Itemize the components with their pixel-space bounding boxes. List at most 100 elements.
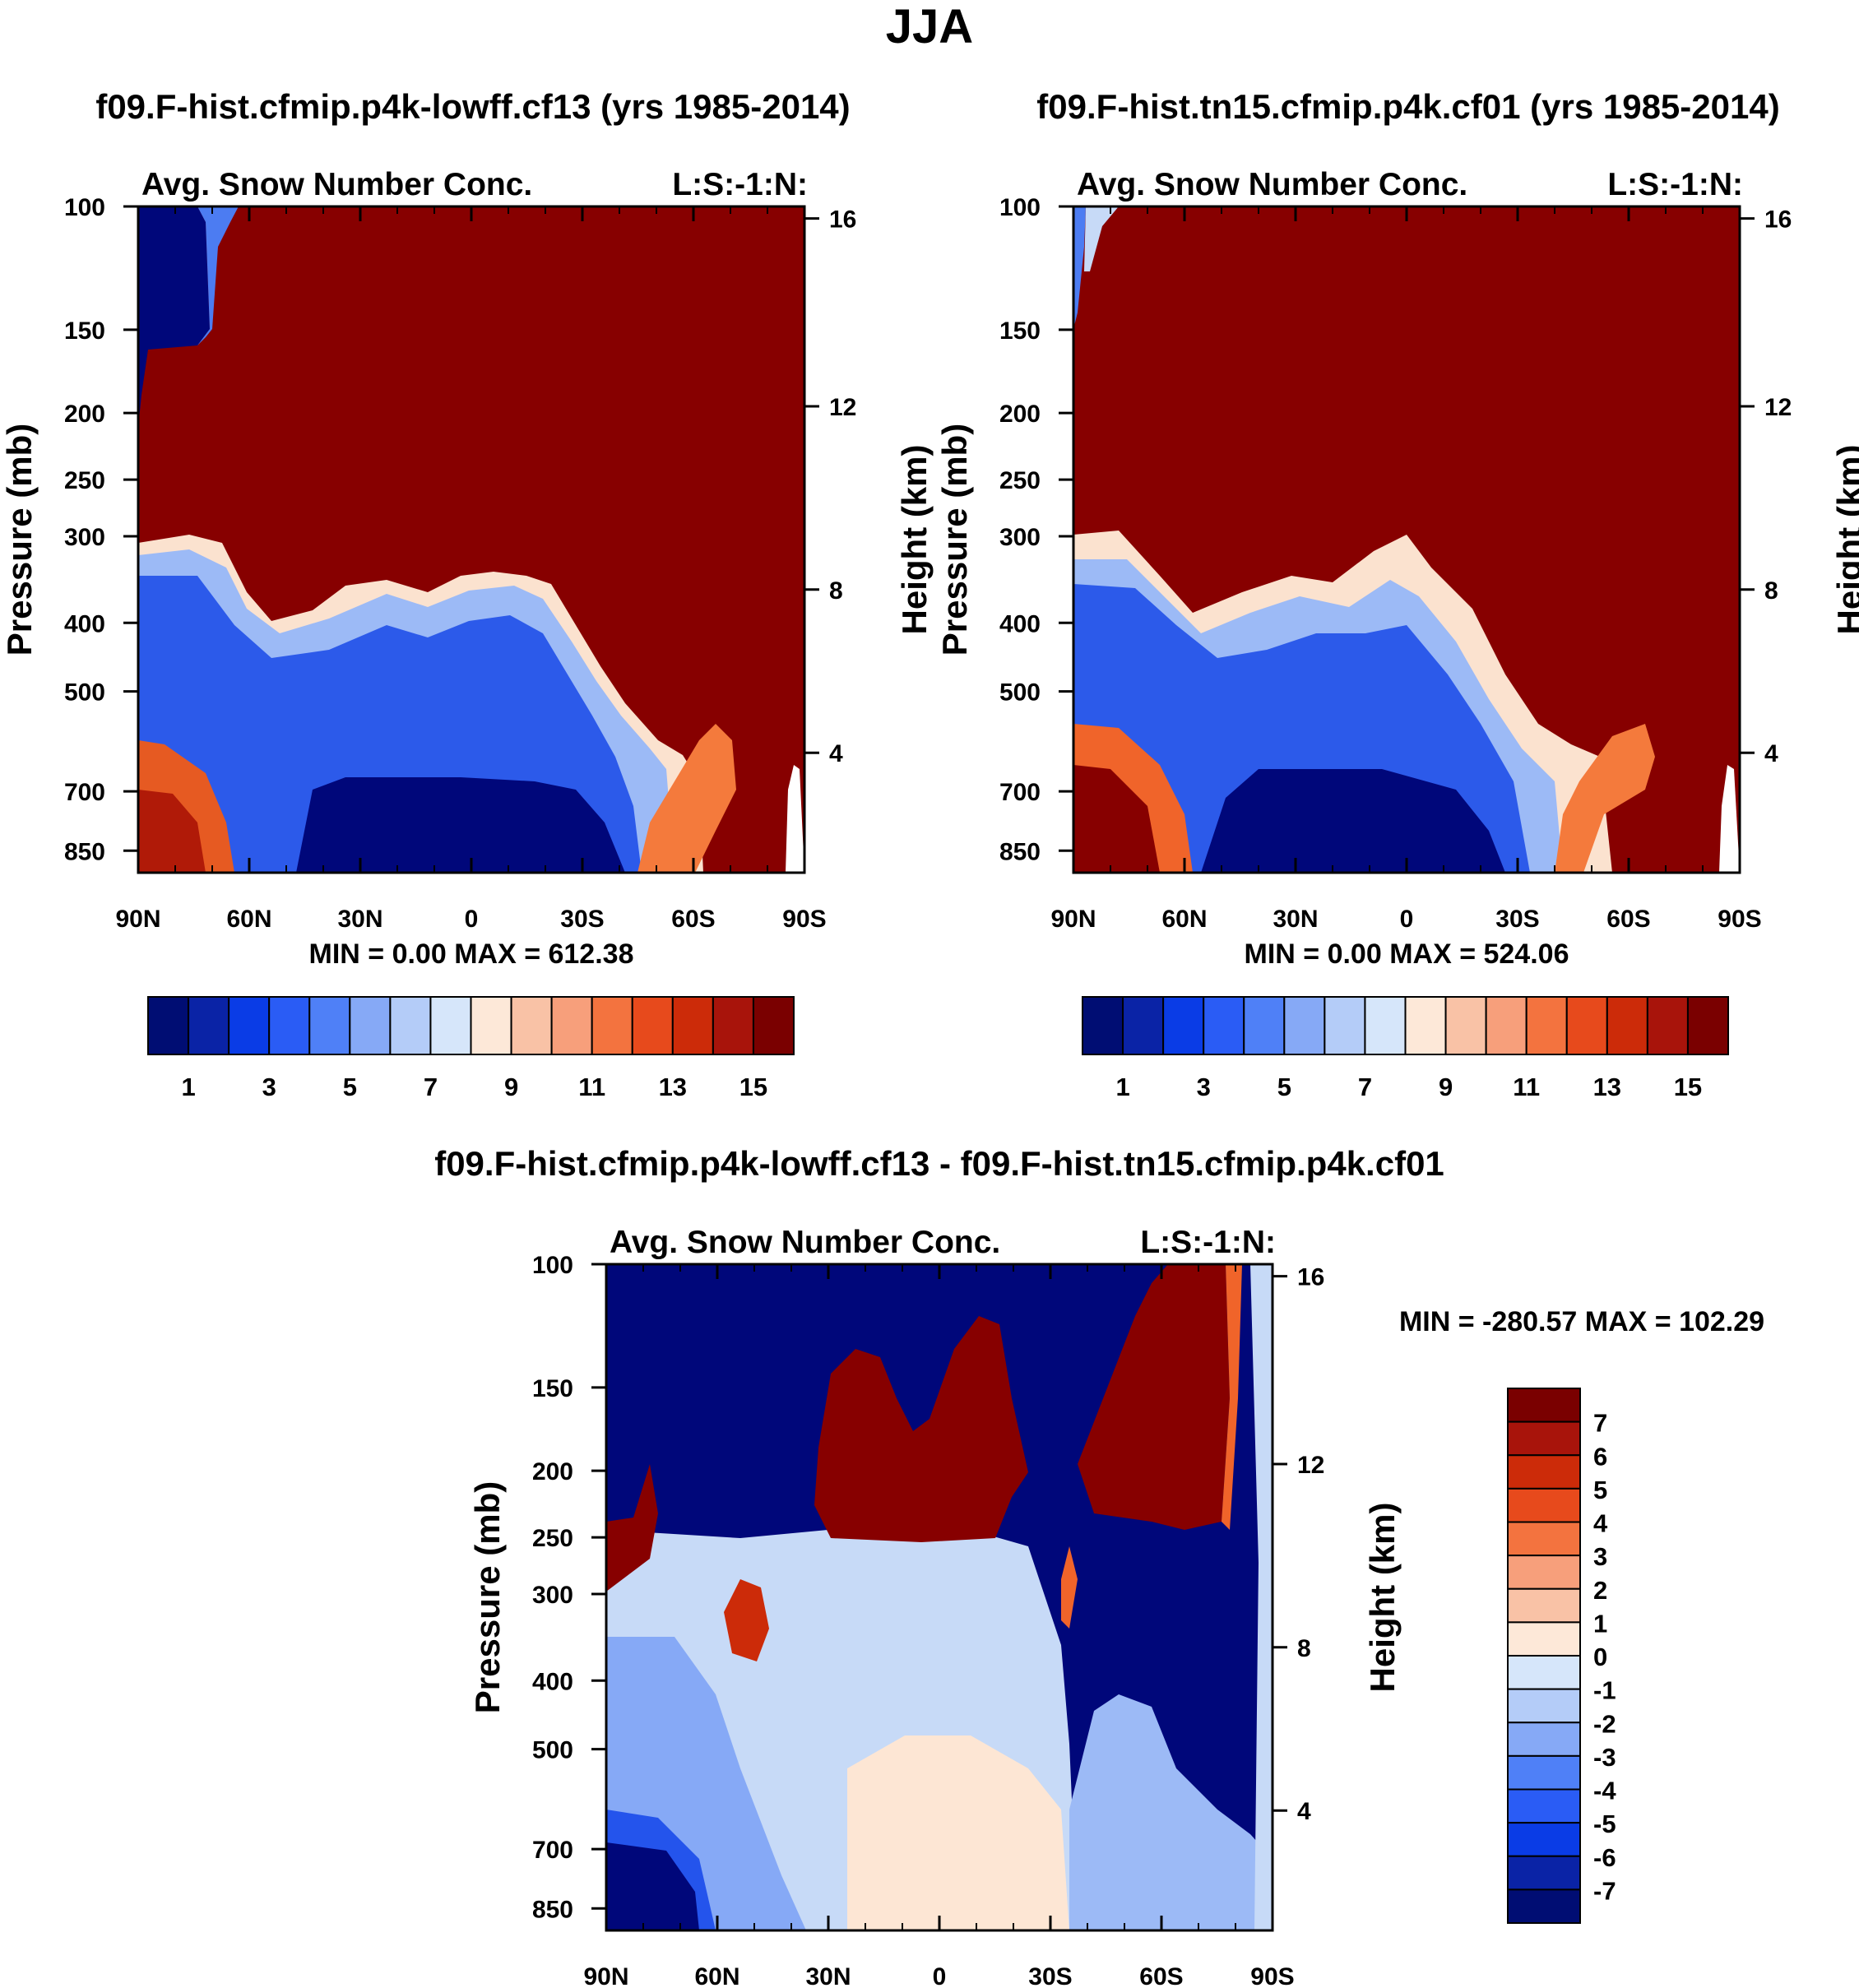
panel-1-y-tick-label: 200	[64, 401, 105, 428]
panel-2-title: f09.F-hist.tn15.cfmip.p4k.cf01 (yrs 1985…	[1036, 87, 1780, 126]
panel-2-colorbar-label: 1	[1115, 1073, 1129, 1101]
panel-1-y-right-tick-label: 8	[829, 577, 843, 605]
panel-3-region-deepblue-sw	[606, 1842, 699, 1930]
panel-1-region-band-nw	[197, 206, 239, 345]
panel-3-x-tick-label: 0	[933, 1963, 947, 1988]
panel-2-colorbar-box	[1404, 996, 1447, 1055]
panel-2-y-right-tick-label: 4	[1764, 740, 1778, 767]
panel-3-colorbar-label: 5	[1593, 1476, 1607, 1504]
panel-3-y-tick-label: 250	[532, 1525, 573, 1552]
panel-3-subtitle-right: L:S:-1:N:	[1140, 1225, 1276, 1260]
panel-3-ylabel: Pressure (mb)	[468, 1481, 507, 1713]
panel-3-y-right-tick-label: 12	[1297, 1452, 1324, 1479]
panel-1-colorbar-box	[308, 996, 351, 1055]
panel-3-colorbar-label: -4	[1593, 1777, 1616, 1805]
panel-2-x-tick-label: 30S	[1495, 906, 1539, 933]
panel-2-colorbar-label: 3	[1197, 1073, 1211, 1101]
panel-3-colorbar-box	[1507, 1521, 1581, 1557]
panel-3-colorbar-box	[1507, 1655, 1581, 1690]
panel-2-colorbar-box	[1565, 996, 1608, 1055]
panel-3-colorbar-box	[1507, 1754, 1581, 1791]
panel-2-subtitle-left: Avg. Snow Number Conc.	[1077, 167, 1467, 202]
panel-1-colorbar-box	[470, 996, 512, 1055]
panel-2-field	[1073, 206, 1740, 873]
panel-1-colorbar-box	[429, 996, 472, 1055]
panel-1-y-tick-label: 400	[64, 610, 105, 637]
panel-3-x-tick-label: 30N	[805, 1963, 851, 1988]
panel-3-colorbar-label: 7	[1593, 1409, 1607, 1438]
panel-3-colorbar-box	[1507, 1688, 1581, 1724]
panel-2-x-tick-label: 60N	[1161, 906, 1207, 933]
panel-1-colorbar-label: 15	[739, 1073, 767, 1101]
panel-1-y-right-tick-label: 12	[829, 394, 856, 421]
panel-2-colorbar-box	[1606, 996, 1648, 1055]
panel-2-region-pale-nw	[1084, 206, 1119, 271]
panel-3-x-tick-label: 90S	[1250, 1963, 1294, 1988]
panel-3-colorbar-box	[1507, 1722, 1581, 1757]
panel-3-minmax: MIN = -280.57 MAX = 102.29	[1399, 1306, 1764, 1337]
panel-3-y-tick-label: 200	[532, 1458, 573, 1485]
panel-2-x-tick-label: 30N	[1273, 906, 1318, 933]
panel-1-colorbar-label: 11	[578, 1073, 605, 1101]
panel-3-colorbar-label: -6	[1593, 1843, 1616, 1872]
panel-3-colorbar-label: 2	[1593, 1576, 1607, 1605]
panel-1-colorbar-box	[228, 996, 271, 1055]
panel-1-y-tick-label: 500	[64, 679, 105, 707]
panel-2-region-white-90s	[1719, 765, 1740, 873]
panel-3-region-orange-30s	[1061, 1546, 1078, 1629]
panel-1-y-tick-label: 250	[64, 467, 105, 494]
panel-2-y-tick-label: 700	[999, 779, 1041, 806]
panel-3-y-tick-label: 850	[532, 1896, 573, 1923]
panel-2-colorbar-box	[1646, 996, 1689, 1055]
panel-3-title: f09.F-hist.cfmip.p4k-lowff.cf13 - f09.F-…	[434, 1144, 1444, 1183]
panel-1-minmax: MIN = 0.00 MAX = 612.38	[309, 938, 634, 970]
panel-3-region-red-center	[814, 1316, 1028, 1542]
panel-1-field	[138, 206, 804, 873]
panel-3-x-tick-label: 60S	[1139, 1963, 1183, 1988]
panel-2-y-tick-label: 250	[999, 467, 1041, 494]
panel-2-x-tick-label: 60S	[1606, 906, 1650, 933]
panel-1-colorbar-box	[631, 996, 674, 1055]
panel-3-y-right-tick-label: 16	[1297, 1264, 1324, 1291]
panel-3-y-tick-label: 100	[532, 1252, 573, 1279]
figure-title: JJA	[885, 0, 974, 53]
panel-3-colorbar-box	[1507, 1487, 1581, 1523]
panel-2-colorbar-box	[1243, 996, 1286, 1055]
panel-1-x-tick-label: 0	[465, 906, 479, 933]
panel-2-minmax: MIN = 0.00 MAX = 524.06	[1245, 938, 1569, 970]
panel-1-y-tick-label: 700	[64, 779, 105, 806]
panel-3-x-tick-label: 90N	[583, 1963, 628, 1988]
panel-2-y-tick-label: 300	[999, 524, 1041, 551]
panel-1-x-tick-label: 30N	[337, 906, 382, 933]
panel-3-colorbar-box	[1507, 1888, 1581, 1924]
panel-1-x-tick-label: 60N	[226, 906, 271, 933]
panel-1-colorbar-box	[671, 996, 714, 1055]
panel-1-y-tick-label: 300	[64, 524, 105, 551]
panel-2-colorbar-box	[1525, 996, 1568, 1055]
panel-2-ylabel-right: Height (km)	[1830, 445, 1859, 635]
panel-2-colorbar-label: 7	[1358, 1073, 1372, 1101]
panel-3-y-tick-label: 300	[532, 1582, 573, 1609]
panel-1-x-tick-label: 60S	[671, 906, 715, 933]
panel-1-y-tick-label: 100	[64, 194, 105, 221]
panel-1-colorbar-label: 1	[181, 1073, 195, 1101]
panel-1-colorbar-label: 3	[262, 1073, 276, 1101]
panel-3-colorbar-label: -5	[1593, 1810, 1616, 1838]
panel-2-x-tick-label: 0	[1400, 906, 1414, 933]
panel-3-colorbar-box	[1507, 1621, 1581, 1657]
panel-2-y-tick-label: 200	[999, 401, 1041, 428]
panel-3-y-right-tick-label: 8	[1297, 1635, 1311, 1662]
panel-3-colorbar-label: 3	[1593, 1542, 1607, 1571]
panel-1-colorbar-box	[389, 996, 432, 1055]
panel-3-colorbar-box	[1507, 1822, 1581, 1857]
panel-1-colorbar-label: 7	[424, 1073, 438, 1101]
panel-1-colorbar-box	[712, 996, 754, 1055]
panel-2-colorbar-box	[1324, 996, 1366, 1055]
panel-2-colorbar-box	[1203, 996, 1245, 1055]
panel-2-colorbar-box	[1364, 996, 1407, 1055]
panel-3-y-tick-label: 400	[532, 1668, 573, 1695]
panel-2-colorbar-box	[1444, 996, 1487, 1055]
panel-3-subtitle-left: Avg. Snow Number Conc.	[610, 1225, 1000, 1260]
panel-1-ylabel: Pressure (mb)	[0, 424, 39, 656]
panel-2-region-red-sw	[1073, 765, 1160, 873]
